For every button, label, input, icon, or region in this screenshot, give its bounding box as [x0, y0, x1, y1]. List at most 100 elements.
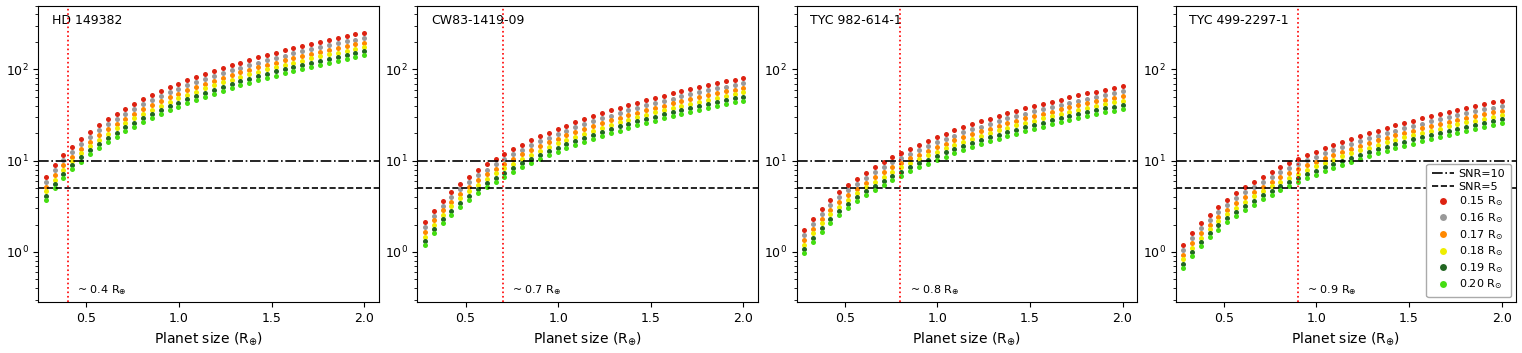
Point: [1111, 93, 1135, 99]
Point: [1339, 141, 1364, 147]
Point: [519, 138, 543, 143]
Point: [723, 100, 747, 105]
Point: [447, 196, 472, 201]
Point: [977, 126, 1001, 131]
Point: [282, 50, 306, 56]
Point: [898, 164, 922, 170]
Point: [731, 98, 755, 103]
Point: [995, 133, 1020, 139]
Point: [826, 199, 851, 205]
Point: [43, 177, 67, 183]
Point: [1383, 122, 1408, 128]
Point: [157, 103, 181, 109]
Point: [723, 77, 747, 83]
Point: [537, 144, 562, 150]
Point: [995, 129, 1020, 135]
Point: [335, 48, 359, 54]
Point: [1463, 126, 1487, 132]
Point: [344, 32, 368, 37]
Point: [1446, 117, 1470, 123]
Point: [131, 97, 155, 102]
Point: [872, 164, 896, 170]
Point: [105, 121, 129, 126]
Point: [679, 86, 703, 92]
Point: [589, 120, 613, 126]
Point: [898, 146, 922, 151]
Point: [484, 161, 508, 167]
Point: [157, 90, 181, 95]
Point: [528, 152, 552, 158]
Point: [431, 203, 455, 209]
Point: [1215, 220, 1239, 225]
Point: [1409, 126, 1434, 131]
Point: [1224, 200, 1248, 206]
Point: [589, 129, 613, 135]
Point: [1409, 138, 1434, 144]
Point: [352, 53, 376, 58]
Point: [819, 220, 843, 226]
X-axis label: Planet size (R$_{\oplus}$): Planet size (R$_{\oplus}$): [912, 331, 1021, 347]
Point: [801, 216, 825, 222]
Point: [1374, 130, 1399, 136]
Point: [1170, 261, 1195, 267]
Point: [598, 122, 622, 128]
Point: [661, 105, 685, 111]
Point: [122, 106, 146, 112]
Point: [1005, 108, 1029, 114]
Point: [836, 182, 860, 188]
Point: [1242, 198, 1266, 203]
Point: [228, 74, 253, 80]
Point: [440, 208, 464, 213]
Point: [679, 96, 703, 102]
Point: [175, 100, 199, 106]
Point: [475, 176, 499, 182]
Point: [826, 204, 851, 209]
Point: [307, 39, 332, 45]
Point: [854, 170, 878, 175]
Point: [933, 150, 957, 155]
Point: [475, 184, 499, 190]
Point: [651, 107, 676, 113]
Point: [1409, 130, 1434, 136]
Point: [492, 151, 516, 157]
Point: [1374, 144, 1399, 150]
Point: [1304, 154, 1329, 160]
Point: [679, 109, 703, 115]
Point: [1312, 164, 1336, 170]
Point: [184, 93, 209, 98]
Point: [291, 48, 315, 54]
Point: [977, 139, 1001, 144]
Point: [872, 182, 896, 188]
Point: [607, 128, 632, 133]
Point: [440, 212, 464, 217]
Point: [1330, 149, 1355, 155]
Point: [501, 156, 525, 162]
Point: [237, 76, 262, 82]
Point: [1409, 134, 1434, 140]
Point: [898, 160, 922, 166]
Point: [1268, 174, 1292, 180]
Point: [87, 137, 111, 143]
Point: [1374, 139, 1399, 145]
Point: [228, 65, 253, 71]
Point: [1277, 160, 1301, 166]
Point: [412, 234, 437, 239]
Point: [696, 97, 720, 102]
Point: [52, 167, 76, 173]
Point: [219, 77, 244, 83]
Point: [1374, 148, 1399, 154]
Point: [1400, 137, 1425, 142]
Point: [731, 90, 755, 95]
Point: [317, 37, 341, 43]
Point: [696, 101, 720, 107]
Point: [642, 100, 667, 106]
Point: [1075, 105, 1099, 111]
Point: [933, 131, 957, 137]
Point: [1180, 231, 1204, 236]
Point: [819, 197, 843, 203]
Point: [447, 181, 472, 187]
Text: ~ 0.7 R$_{\oplus}$: ~ 0.7 R$_{\oplus}$: [511, 283, 560, 297]
Point: [1259, 179, 1283, 185]
Point: [272, 48, 297, 53]
Point: [826, 208, 851, 214]
